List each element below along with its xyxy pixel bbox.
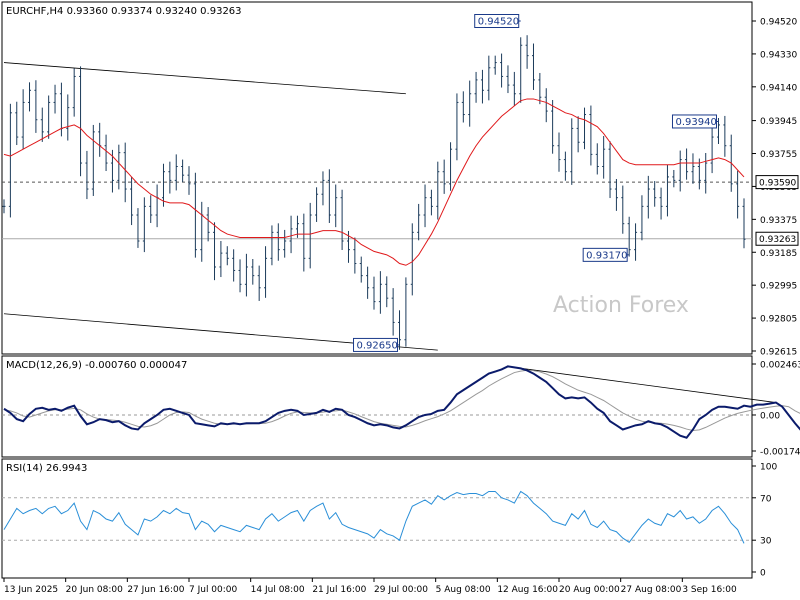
rsi-y-tick-label: 0 bbox=[760, 569, 766, 579]
price-y-tick-label: 0.92805 bbox=[760, 315, 797, 325]
macd-y-tick-label: -0.00174 bbox=[760, 448, 800, 458]
price-panel-title: EURCHF,H4 0.93360 0.93374 0.93240 0.9326… bbox=[6, 6, 242, 17]
macd-y-tick-label: 0.00 bbox=[760, 411, 780, 421]
x-tick-label: 27 Jun 16:00 bbox=[127, 585, 184, 595]
price-y-tick-label: 0.93185 bbox=[760, 249, 797, 259]
macd-panel-frame bbox=[1, 355, 753, 458]
right-price-label: 0.93263 bbox=[759, 235, 796, 245]
right-price-label: 0.93590 bbox=[759, 179, 796, 189]
x-tick-label: 20 Jun 08:00 bbox=[66, 585, 123, 595]
macd-panel-title: MACD(12,26,9) -0.000760 0.000047 bbox=[6, 360, 187, 371]
price-panel-frame bbox=[1, 1, 753, 355]
x-tick-label: 5 Aug 08:00 bbox=[436, 585, 491, 595]
x-tick-label: 20 Aug 00:00 bbox=[559, 585, 620, 595]
price-y-tick-label: 0.93375 bbox=[760, 216, 797, 226]
price-y-tick-label: 0.93755 bbox=[760, 150, 797, 160]
price-y-tick-label: 0.93945 bbox=[760, 117, 797, 127]
rsi-y-tick-label: 30 bbox=[760, 537, 772, 547]
price-y-tick-label: 0.92615 bbox=[760, 348, 797, 358]
macd-trendline bbox=[507, 366, 776, 403]
x-tick-label: 29 Jul 00:00 bbox=[374, 585, 428, 595]
price-y-tick-label: 0.92995 bbox=[760, 282, 797, 292]
right-price-box bbox=[755, 175, 799, 190]
rsi-panel-frame bbox=[1, 458, 753, 579]
price-callout-label: 0.93170 bbox=[586, 250, 627, 261]
price-callout-label: 0.94520 bbox=[478, 17, 519, 28]
x-tick-label: 12 Aug 16:00 bbox=[497, 585, 558, 595]
right-price-box bbox=[755, 231, 799, 246]
x-tick-label: 14 Jul 08:00 bbox=[251, 585, 305, 595]
axis-labels: 0.94520 0.94330 0.94140 0.93945 0.93755 0.935… bbox=[3, 18, 800, 595]
rsi-panel-title: RSI(14) 26.9943 bbox=[6, 463, 87, 474]
x-tick-label: 3 Sep 16:00 bbox=[682, 585, 737, 595]
price-y-tick-label: 0.94520 bbox=[760, 18, 797, 28]
price-callout-label: 0.92650 bbox=[357, 340, 398, 351]
watermark: Action Forex bbox=[553, 293, 689, 318]
macd-y-tick-label: 0.002463 bbox=[760, 361, 800, 371]
x-tick-label: 7 Jul 00:00 bbox=[189, 585, 238, 595]
rsi-y-tick-label: 100 bbox=[760, 463, 777, 473]
x-tick-label: 21 Jul 16:00 bbox=[312, 585, 366, 595]
rsi-line bbox=[3, 490, 745, 544]
price-plot: 0.94520 0.93940 0.93170 0.92650 bbox=[2, 14, 746, 352]
price-y-tick-label: 0.94140 bbox=[760, 83, 797, 93]
macd-plot bbox=[3, 365, 800, 439]
x-tick-label: 13 Jun 2025 bbox=[4, 585, 58, 595]
macd-main-line bbox=[3, 365, 800, 439]
x-tick-label: 27 Aug 08:00 bbox=[621, 585, 682, 595]
price-y-tick-label: 0.94330 bbox=[760, 50, 797, 60]
price-callout-label: 0.93940 bbox=[675, 117, 716, 128]
channel-trendline bbox=[3, 62, 406, 95]
rsi-y-tick-label: 70 bbox=[760, 494, 772, 504]
rsi-plot bbox=[3, 490, 745, 544]
moving-average-line bbox=[3, 98, 745, 266]
